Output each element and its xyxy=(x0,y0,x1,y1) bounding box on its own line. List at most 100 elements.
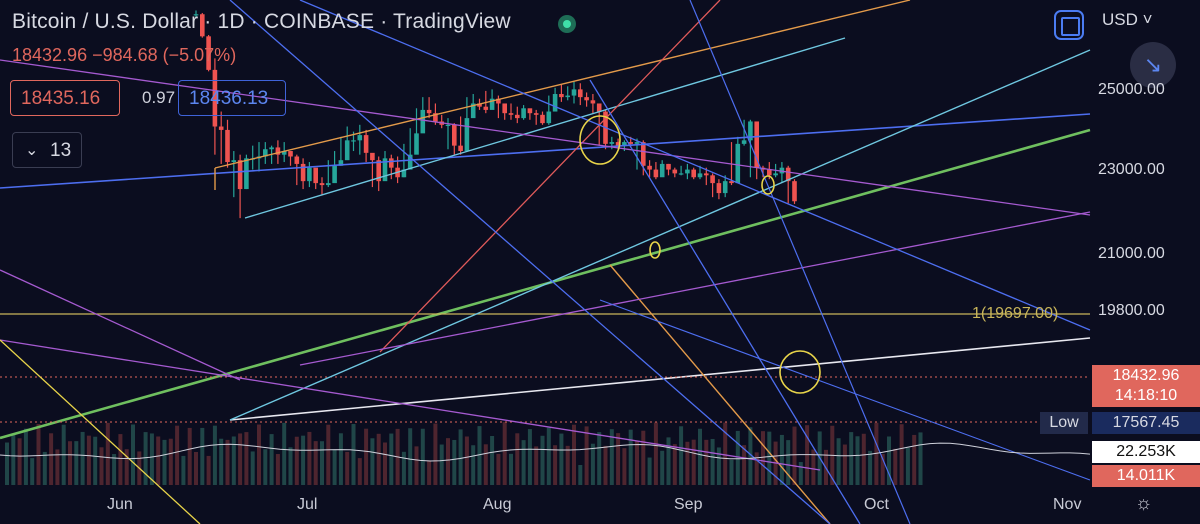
volume-bar xyxy=(590,443,595,485)
volume-bar xyxy=(269,434,274,485)
volume-bar xyxy=(861,433,866,485)
candle-body xyxy=(420,109,426,134)
volume-bar xyxy=(168,438,173,485)
volume-bar xyxy=(887,436,891,485)
candle-body xyxy=(426,109,432,114)
candle-body xyxy=(477,103,482,107)
volume-bar xyxy=(710,438,715,485)
volume-bar xyxy=(194,452,198,485)
volume-bar xyxy=(420,428,425,485)
theme-sun-icon[interactable]: ☼ xyxy=(1135,493,1153,514)
white-support-line xyxy=(229,337,1091,421)
candle-body xyxy=(344,140,350,161)
volume-bar xyxy=(716,447,721,485)
x-label: Jun xyxy=(107,496,133,513)
volume-bar xyxy=(666,437,671,485)
symbol-title[interactable]: Bitcoin / U.S. Dollar · 1D · COINBASE · … xyxy=(12,10,511,33)
candle-body xyxy=(212,69,218,127)
fib-level-label: 1(19697.00) xyxy=(972,305,1059,322)
highlight-circle xyxy=(649,241,661,259)
candle-body xyxy=(615,142,621,146)
blue-fan-line-4 xyxy=(689,0,911,524)
volume-bar xyxy=(811,449,816,485)
candle-body xyxy=(231,160,237,163)
candle-body xyxy=(785,167,791,182)
candle-body xyxy=(307,167,312,182)
candle-body xyxy=(414,133,419,155)
candle-body xyxy=(225,129,230,163)
price-label: 19800.00 xyxy=(1098,302,1165,319)
volume-bar xyxy=(364,428,369,485)
volume-bar xyxy=(899,424,904,485)
volume-bar xyxy=(616,433,621,485)
volume-bar xyxy=(704,439,709,485)
volume-bar xyxy=(389,433,394,485)
volume-bar xyxy=(231,436,236,485)
volume-bar xyxy=(187,427,192,485)
chevron-down-icon: ˅ xyxy=(1142,10,1153,29)
candle-body xyxy=(483,106,489,110)
volume-bar xyxy=(307,431,312,485)
market-status-icon xyxy=(558,15,576,33)
candle-body xyxy=(691,169,696,178)
volume-bar xyxy=(23,428,28,485)
candle-body xyxy=(332,165,337,184)
volume-bar xyxy=(622,448,627,485)
volume-bar xyxy=(370,438,375,485)
sell-button[interactable]: 18435.16 xyxy=(10,80,120,116)
candle-body xyxy=(445,124,451,127)
purple-trend-line-2 xyxy=(299,211,1091,366)
x-label: Jul xyxy=(297,496,318,513)
highlight-circle xyxy=(579,115,621,165)
volume-bar xyxy=(452,439,457,485)
candle-body xyxy=(521,108,526,119)
candle-body xyxy=(200,14,205,37)
ohlc-readout: 18432.96 −984.68 (−5.07%) xyxy=(12,45,237,65)
volume-bar xyxy=(792,426,797,485)
volume-bar xyxy=(521,440,526,485)
purple-trend-line-4 xyxy=(0,269,241,381)
volume-bar xyxy=(735,430,740,485)
candle-body xyxy=(672,169,678,174)
volume-bar xyxy=(143,432,148,485)
volume-bar xyxy=(660,450,665,485)
candle-body xyxy=(767,169,772,176)
candle-body xyxy=(452,124,457,146)
candle-body xyxy=(546,111,552,124)
candle-body xyxy=(622,142,627,146)
volume-bar xyxy=(206,455,211,485)
purple-trend-line-1 xyxy=(0,59,1091,216)
volume-bar xyxy=(408,428,413,485)
volume-bar xyxy=(80,431,85,485)
volume-bar xyxy=(36,424,41,485)
volume-bar xyxy=(427,460,432,485)
volume-bar xyxy=(345,451,350,485)
fullscreen-icon[interactable] xyxy=(1054,10,1084,40)
candle-body xyxy=(678,173,684,175)
collapse-icon[interactable]: ↘ xyxy=(1130,42,1176,88)
volume-bar xyxy=(326,424,331,485)
candle-body xyxy=(458,145,463,152)
volume-bar xyxy=(313,441,318,485)
indicators-toggle[interactable]: ⌄ 13 xyxy=(12,132,82,168)
volume-bar xyxy=(376,433,381,485)
candle-body xyxy=(351,140,356,142)
candle-body xyxy=(269,147,274,150)
currency-selector[interactable]: USD ˅ xyxy=(1102,10,1153,30)
volume-bar xyxy=(609,429,614,485)
buy-button[interactable]: 18436.13 xyxy=(178,80,286,116)
blue-trend-line xyxy=(0,113,1091,189)
candle-body xyxy=(401,169,407,178)
volume-bar xyxy=(584,426,589,485)
volume-bar xyxy=(124,449,129,485)
x-label: Sep xyxy=(674,496,703,513)
candle-body xyxy=(647,165,652,170)
volume-bar xyxy=(118,434,123,485)
volume-bar xyxy=(874,422,879,485)
candle-body xyxy=(193,14,199,16)
volume-bar xyxy=(748,427,753,485)
volume-bar xyxy=(257,424,261,485)
candle-body xyxy=(407,154,413,170)
